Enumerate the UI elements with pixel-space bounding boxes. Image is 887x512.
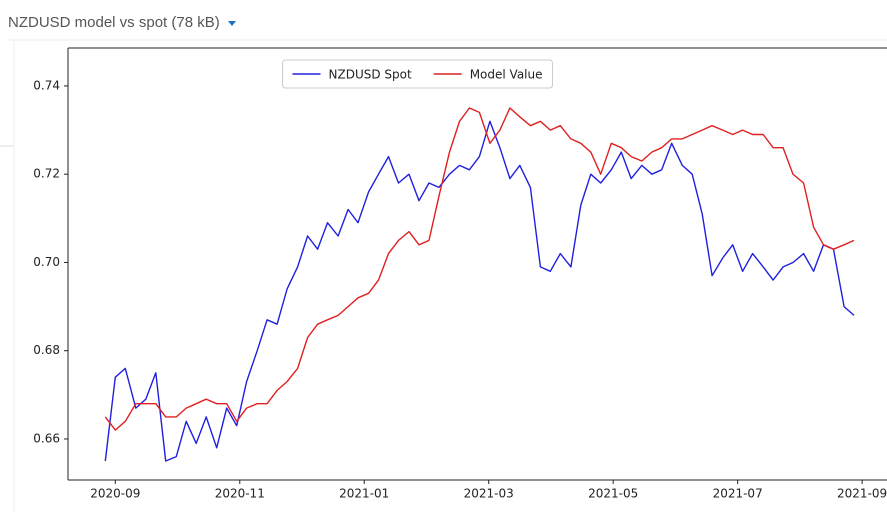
series-line	[104, 107, 855, 431]
legend: NZDUSD Spot Model Value	[282, 59, 553, 89]
legend-label: Model Value	[470, 68, 543, 82]
y-tick-label: 0.72	[33, 167, 60, 181]
legend-label: NZDUSD Spot	[329, 68, 412, 82]
axes: 0.66 0.68 0.70 0.72 0.74 2020-09 2020-11 2021-0…	[33, 47, 887, 501]
x-tick-label: 2021-07	[713, 487, 763, 501]
plot-area	[104, 107, 855, 462]
x-tick-label: 2021-05	[588, 487, 638, 501]
x-tick-label: 2020-09	[90, 487, 140, 501]
output-header[interactable]: NZDUSD model vs spot (78 kB)	[8, 14, 237, 31]
series-line	[104, 120, 855, 462]
x-tick-label: 2021-09	[837, 487, 887, 501]
y-tick-label: 0.68	[33, 343, 60, 357]
x-tick-label: 2020-11	[215, 487, 265, 501]
legend-box	[282, 59, 553, 89]
y-tick-label: 0.70	[33, 255, 60, 269]
x-tick-label: 2021-01	[339, 487, 389, 501]
header-title: NZDUSD model vs spot (78 kB)	[8, 14, 220, 31]
y-tick-label: 0.74	[33, 78, 60, 92]
x-tick-label: 2021-03	[464, 487, 514, 501]
y-tick-label: 0.66	[33, 431, 60, 445]
dropdown-caret[interactable]	[227, 19, 237, 27]
